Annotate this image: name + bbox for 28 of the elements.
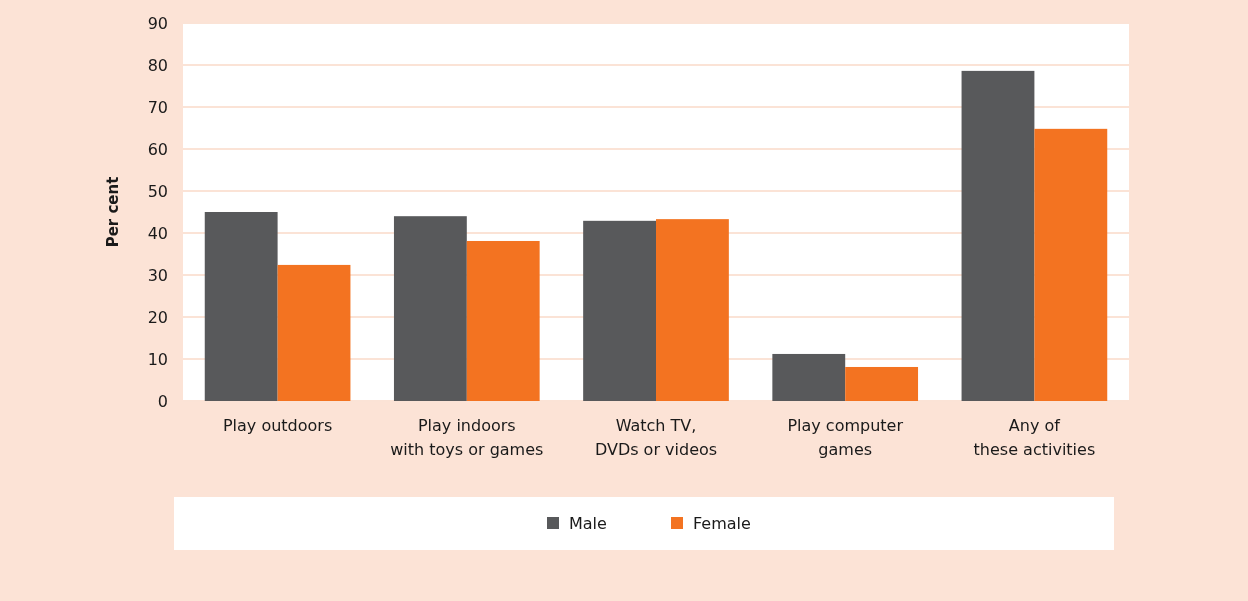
bar — [466, 240, 540, 401]
legend-label: Female — [693, 513, 751, 533]
y-tick-label: 60 — [147, 139, 168, 159]
y-tick-label: 70 — [147, 97, 168, 117]
bar — [1034, 128, 1108, 401]
y-tick-label: 40 — [147, 223, 168, 243]
bar — [277, 264, 351, 401]
y-tick-label: 0 — [157, 391, 168, 411]
y-tick-label: 20 — [147, 307, 168, 327]
x-tick-label: Watch TV, DVDs or videos — [594, 416, 718, 459]
bar — [393, 216, 467, 401]
bar — [583, 220, 656, 401]
bar — [845, 366, 919, 401]
legend-label: Male — [569, 513, 607, 533]
y-tick-label: 80 — [147, 55, 168, 75]
bar — [961, 70, 1035, 401]
y-axis-title: Per cent — [104, 176, 122, 248]
y-tick-label: 10 — [147, 349, 168, 369]
x-tick-label: Any of these activities — [973, 416, 1096, 459]
x-tick-label: Play outdoors — [222, 416, 333, 435]
y-tick-label: 50 — [147, 181, 168, 201]
x-tick-label: Play computer games — [787, 416, 904, 459]
bar — [204, 212, 278, 401]
y-tick-label: 30 — [147, 265, 168, 285]
x-tick-label: Play indoors with toys or games — [390, 416, 544, 459]
bar — [656, 219, 729, 401]
bar — [772, 353, 846, 401]
y-tick-label: 90 — [147, 13, 168, 33]
